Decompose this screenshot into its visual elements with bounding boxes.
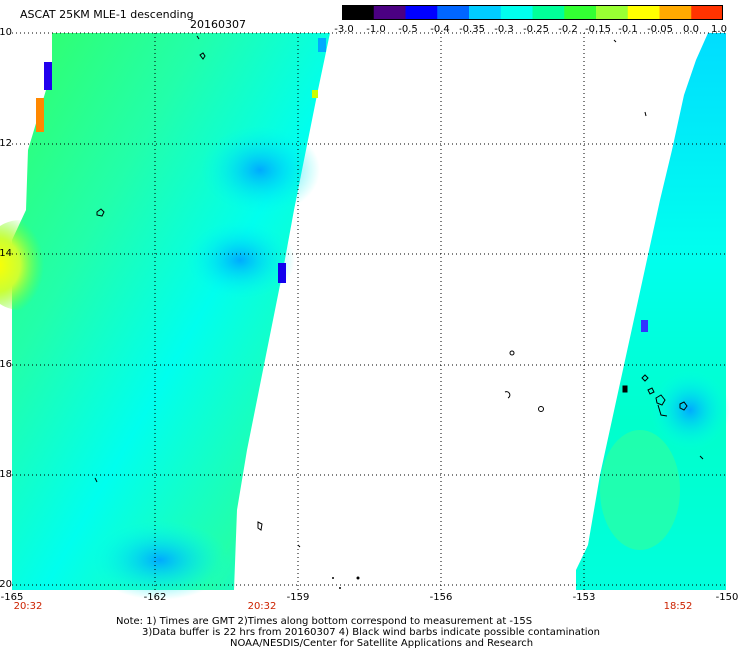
- note-line-1: Note: 1) Times are GMT 2)Times along bot…: [116, 616, 533, 627]
- y-axis-label: -14: [0, 248, 12, 259]
- low-wind-patch: [90, 520, 230, 600]
- colorbar-segment: [373, 5, 406, 20]
- colorbar-labels: -3.0 -1.0 -0.5 -0.4 -0.35 -0.3 -0.25 -0.…: [330, 24, 740, 38]
- time-label: 20:32: [13, 601, 43, 612]
- colorbar-segment: [469, 5, 502, 20]
- colorbar: [342, 5, 723, 20]
- colorbar-segment: [500, 5, 533, 20]
- time-label: 18:52: [663, 601, 693, 612]
- colorbar-segment: [405, 5, 438, 20]
- left-swath: [12, 33, 330, 590]
- colorbar-segment: [691, 5, 723, 20]
- low-wind-patch: [650, 370, 730, 450]
- y-axis-label: -20: [0, 579, 12, 590]
- y-axis-label: -10: [0, 27, 12, 38]
- swath-edge-cell: [44, 62, 52, 90]
- colorbar-tick-label: -0.4: [430, 24, 450, 35]
- swath-edge-cell: [318, 38, 326, 52]
- colorbar-tick-label: -0.3: [494, 24, 514, 35]
- swath-edge-cell: [36, 98, 44, 132]
- x-axis-label: -150: [715, 592, 739, 603]
- colorbar-tick-label: -3.0: [334, 24, 354, 35]
- high-wind-patch: [600, 430, 680, 550]
- colorbar-tick-label: -0.35: [459, 24, 485, 35]
- colorbar-tick-label: -0.2: [558, 24, 578, 35]
- high-wind-patch: [0, 220, 60, 310]
- colorbar-segment: [659, 5, 692, 20]
- swath-edge-cell: [278, 263, 286, 283]
- x-axis-label: -159: [286, 592, 310, 603]
- y-axis-label: -12: [0, 138, 12, 149]
- swath-edge-cell: [312, 90, 318, 98]
- low-wind-patch: [185, 220, 295, 300]
- graticule: [12, 32, 726, 590]
- colorbar-tick-label: 0.0: [683, 24, 699, 35]
- time-label: 20:32: [247, 601, 277, 612]
- colorbar-border: [342, 5, 723, 20]
- colorbar-tick-label: 1.0: [711, 24, 727, 35]
- map-title: ASCAT 25KM MLE-1 descending: [20, 8, 194, 21]
- colorbar-tick-label: -0.5: [398, 24, 418, 35]
- colorbar-segment: [342, 5, 375, 20]
- x-axis-label: -156: [429, 592, 453, 603]
- colorbar-segment: [564, 5, 597, 20]
- colorbar-segment: [596, 5, 629, 20]
- x-axis-label: -162: [143, 592, 167, 603]
- y-axis-label: -16: [0, 359, 12, 370]
- low-wind-patch: [200, 125, 320, 215]
- swath-edge-cell: [641, 320, 648, 332]
- colorbar-segment: [532, 5, 565, 20]
- colorbar-tick-label: -1.0: [366, 24, 386, 35]
- note-line-3: NOAA/NESDIS/Center for Satellite Applica…: [230, 638, 534, 649]
- x-axis-label: -153: [572, 592, 596, 603]
- map-date: 20160307: [190, 18, 246, 31]
- island-outlines: [94, 35, 704, 548]
- colorbar-tick-label: -0.15: [585, 24, 611, 35]
- colorbar-tick-label: -0.1: [618, 24, 638, 35]
- note-line-2: 3)Data buffer is 22 hrs from 20160307 4)…: [142, 627, 600, 638]
- colorbar-segment: [437, 5, 470, 20]
- colorbar-tick-label: -0.05: [647, 24, 673, 35]
- x-axis-label: -165: [0, 592, 24, 603]
- y-axis-label: -18: [0, 469, 12, 480]
- colorbar-tick-label: -0.25: [523, 24, 549, 35]
- colorbar-segment: [627, 5, 660, 20]
